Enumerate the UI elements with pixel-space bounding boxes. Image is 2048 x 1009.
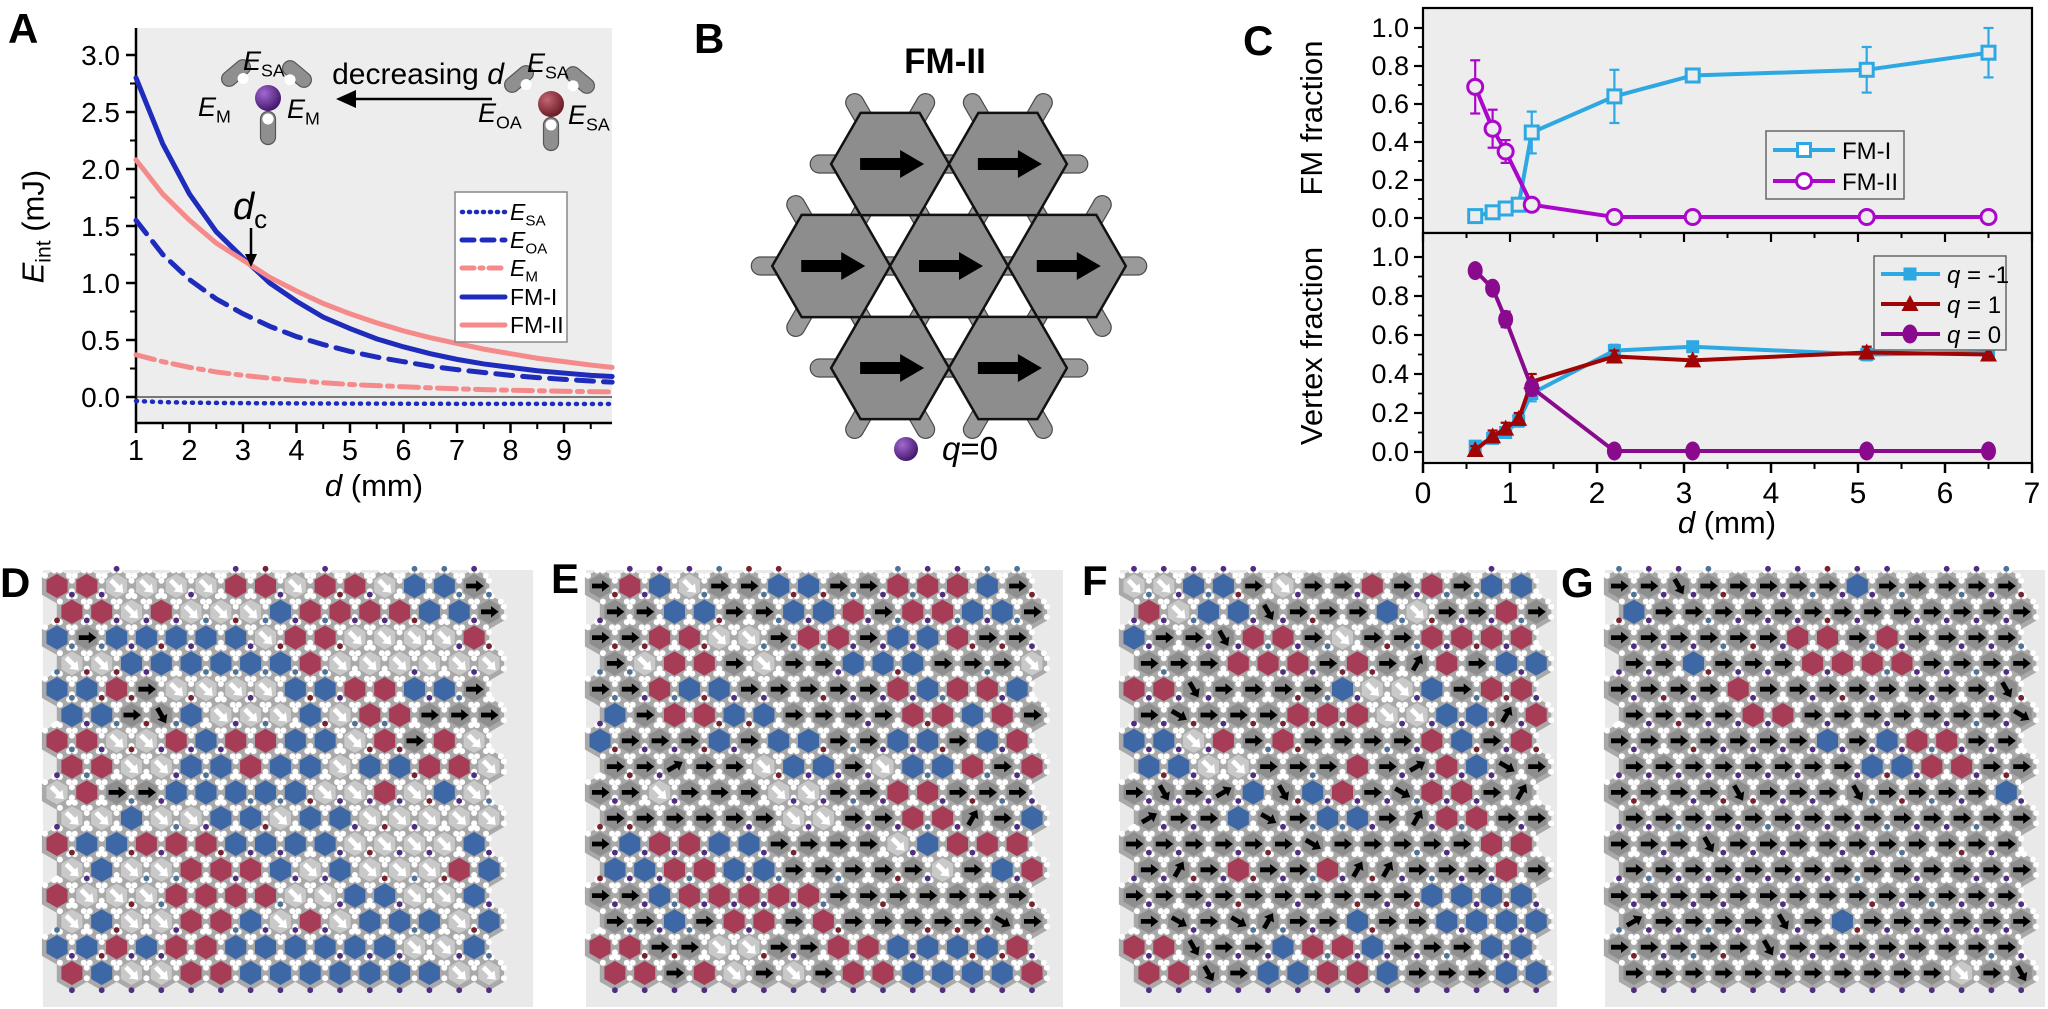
svg-text:5: 5 bbox=[1850, 477, 1867, 510]
lattice-panel-D bbox=[41, 565, 533, 1007]
svg-text:5: 5 bbox=[342, 435, 358, 467]
svg-text:FM-I: FM-I bbox=[510, 284, 557, 310]
svg-text:1.5: 1.5 bbox=[81, 211, 120, 242]
svg-text:0.4: 0.4 bbox=[1371, 127, 1409, 157]
panelC-fraction-charts: 0 1 2 3 4 5 6 7 0.0 0.0 0.2 0.2 0.4 0.4 0.6 0.6 0.8 0.8 1.… bbox=[1371, 6, 2040, 510]
svg-text:2: 2 bbox=[1589, 477, 1606, 510]
svg-text:ESA: ESA bbox=[510, 199, 546, 230]
svg-text:FM-II: FM-II bbox=[1842, 169, 1898, 196]
panelC-x-axis-title: d (mm) bbox=[1677, 505, 1777, 540]
svg-text:6: 6 bbox=[1937, 477, 1954, 510]
svg-text:1.0: 1.0 bbox=[81, 268, 120, 299]
svg-text:q = -1: q = -1 bbox=[1947, 262, 2009, 289]
svg-text:0.2: 0.2 bbox=[1371, 398, 1409, 428]
svg-text:q = 0: q = 0 bbox=[1947, 322, 2001, 349]
panel-label-d: D bbox=[0, 559, 31, 606]
panelC-top-legend: FM-I FM-II bbox=[1765, 130, 1905, 200]
magnetization-arrow-icon bbox=[801, 252, 866, 280]
magnetization-arrow-icon bbox=[919, 252, 983, 280]
svg-text:3.0: 3.0 bbox=[81, 40, 120, 71]
svg-text:FM-I: FM-I bbox=[1842, 138, 1891, 165]
svg-text:EM: EM bbox=[287, 94, 320, 128]
svg-text:FM-II: FM-II bbox=[510, 312, 564, 338]
svg-text:ESA: ESA bbox=[243, 46, 285, 80]
svg-text:0.5: 0.5 bbox=[81, 325, 120, 356]
panelC-axes: 0 1 2 3 4 5 6 7 0.0 0.0 0.2 0.2 0.4 0.4 0.6 0.6 0.8 0.8 1.… bbox=[1371, 13, 2040, 510]
svg-text:dc: dc bbox=[233, 186, 267, 234]
lattice-panel-F bbox=[1118, 565, 1557, 1007]
svg-text:2.0: 2.0 bbox=[81, 154, 120, 185]
svg-text:decreasing d: decreasing d bbox=[332, 58, 505, 91]
svg-text:0: 0 bbox=[1415, 477, 1432, 510]
panelA-x-axis-title: d (mm) bbox=[324, 468, 424, 503]
panelB-hex-flower bbox=[750, 93, 1148, 439]
svg-text:ESA: ESA bbox=[527, 48, 569, 82]
panelB-q0-legend-label: q=0 bbox=[942, 430, 998, 467]
svg-text:7: 7 bbox=[449, 435, 465, 467]
svg-text:ESA: ESA bbox=[568, 100, 610, 134]
svg-text:4: 4 bbox=[1763, 477, 1780, 510]
svg-text:0.0: 0.0 bbox=[1371, 437, 1409, 467]
svg-text:0.8: 0.8 bbox=[1371, 51, 1409, 81]
svg-text:2: 2 bbox=[181, 435, 197, 467]
svg-text:2.5: 2.5 bbox=[81, 97, 120, 128]
svg-text:EM: EM bbox=[198, 92, 231, 126]
svg-text:1: 1 bbox=[1502, 477, 1519, 510]
panelC-fm-fraction-series bbox=[1466, 26, 1998, 227]
svg-text:0.0: 0.0 bbox=[1371, 203, 1409, 233]
svg-text:1.0: 1.0 bbox=[1371, 13, 1409, 43]
panelC-vertex-fraction-series bbox=[1466, 261, 1997, 461]
svg-text:4: 4 bbox=[288, 435, 304, 467]
svg-text:0.6: 0.6 bbox=[1371, 320, 1409, 350]
panelA-energy-chart: 0.00.51.01.52.02.53.01 2 3 4 5 6 7 8 9ESAEOAEMFM… bbox=[81, 28, 615, 467]
svg-text:6: 6 bbox=[395, 435, 411, 467]
svg-text:EM: EM bbox=[510, 255, 538, 286]
panel-label-e: E bbox=[551, 555, 580, 602]
svg-text:0.6: 0.6 bbox=[1371, 89, 1409, 119]
q0-legend-sphere-icon bbox=[894, 437, 918, 461]
panelA-dc-annotation: dc bbox=[233, 186, 267, 267]
lattice-panel-E bbox=[584, 565, 1063, 1007]
magnetization-arrow-icon bbox=[860, 150, 925, 178]
svg-text:1.0: 1.0 bbox=[1371, 242, 1409, 272]
panelB-title: FM-II bbox=[904, 42, 986, 81]
lattice-panel-G bbox=[1603, 565, 2045, 1007]
svg-text:0.4: 0.4 bbox=[1371, 359, 1409, 389]
panel-label-c: C bbox=[1243, 17, 1274, 64]
panelC-bottom-legend: q = -1 q = 1 q = 0 bbox=[1873, 255, 2009, 351]
svg-text:EOA: EOA bbox=[510, 227, 548, 258]
magnetization-arrow-icon bbox=[1036, 252, 1101, 280]
panel-label-b: B bbox=[694, 15, 725, 62]
svg-text:9: 9 bbox=[556, 435, 572, 467]
panelA-curves bbox=[133, 75, 615, 407]
svg-text:1: 1 bbox=[128, 435, 144, 467]
svg-text:q = 1: q = 1 bbox=[1947, 292, 2001, 319]
svg-text:3: 3 bbox=[1676, 477, 1693, 510]
svg-text:7: 7 bbox=[2024, 477, 2041, 510]
svg-text:EOA: EOA bbox=[478, 98, 522, 132]
lattice-snapshots-defg bbox=[41, 565, 2045, 1007]
magnetization-arrow-icon bbox=[860, 354, 925, 382]
panel-label-g: G bbox=[1561, 559, 1594, 606]
magnetization-arrow-icon bbox=[977, 354, 1042, 382]
magnetization-arrow-icon bbox=[977, 150, 1042, 178]
panel-label-f: F bbox=[1082, 557, 1108, 604]
panel-label-a: A bbox=[8, 5, 39, 52]
panelB-fmii-lattice-diagram bbox=[750, 93, 1148, 461]
svg-text:3: 3 bbox=[235, 435, 251, 467]
svg-text:0.2: 0.2 bbox=[1371, 165, 1409, 195]
svg-text:0.8: 0.8 bbox=[1371, 281, 1409, 311]
svg-text:8: 8 bbox=[502, 435, 518, 467]
panelA-axes: 0.0 0.5 1.0 1.5 2.0 2.5 3.0 1 2 3 4 5 6 7 8 9 bbox=[81, 28, 612, 467]
panelB-hexagons bbox=[770, 111, 1128, 421]
svg-text:0.0: 0.0 bbox=[81, 382, 120, 413]
